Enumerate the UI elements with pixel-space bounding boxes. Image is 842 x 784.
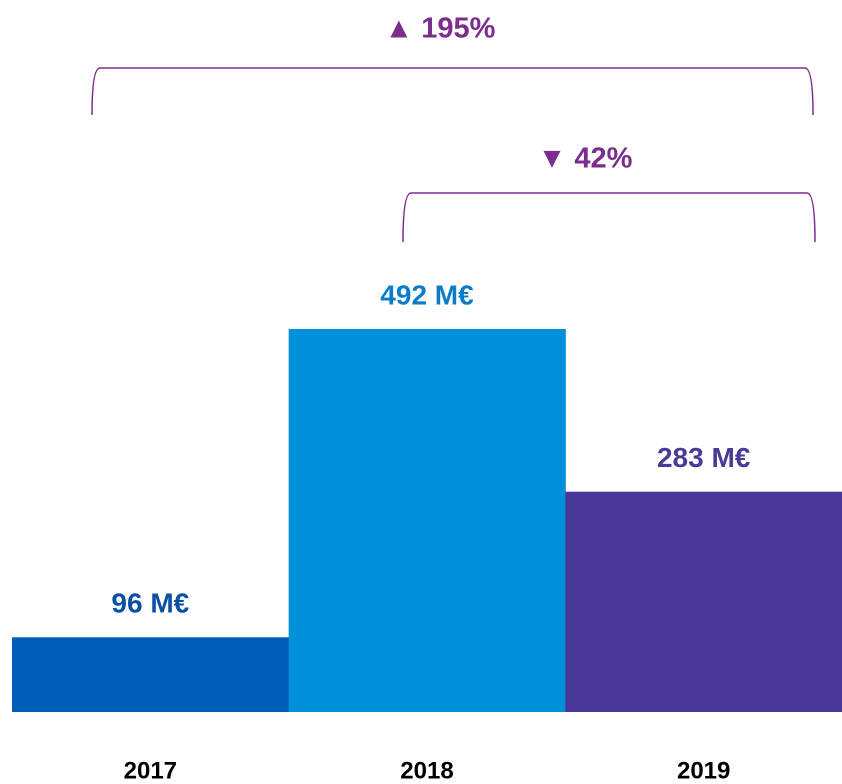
bracket <box>91 67 814 116</box>
annotation: ▼ 42% <box>538 143 633 175</box>
value-label: 283 M€ <box>657 442 751 473</box>
x-tick-label: 2019 <box>677 757 730 784</box>
bar <box>565 491 842 712</box>
value-label: 492 M€ <box>380 279 474 310</box>
bracket <box>402 192 816 243</box>
value-label: 96 M€ <box>111 588 189 619</box>
x-tick-label: 2017 <box>124 757 177 784</box>
annotation: ▲ 195% <box>385 13 496 45</box>
bar <box>288 329 566 712</box>
bar <box>12 637 290 712</box>
x-tick-label: 2018 <box>400 757 453 784</box>
